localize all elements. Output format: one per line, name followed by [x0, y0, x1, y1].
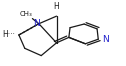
Text: CH₃: CH₃: [20, 11, 32, 17]
Text: N: N: [33, 19, 40, 28]
Text: H···: H···: [2, 30, 15, 39]
Text: N: N: [102, 35, 109, 44]
Text: H: H: [54, 2, 59, 11]
